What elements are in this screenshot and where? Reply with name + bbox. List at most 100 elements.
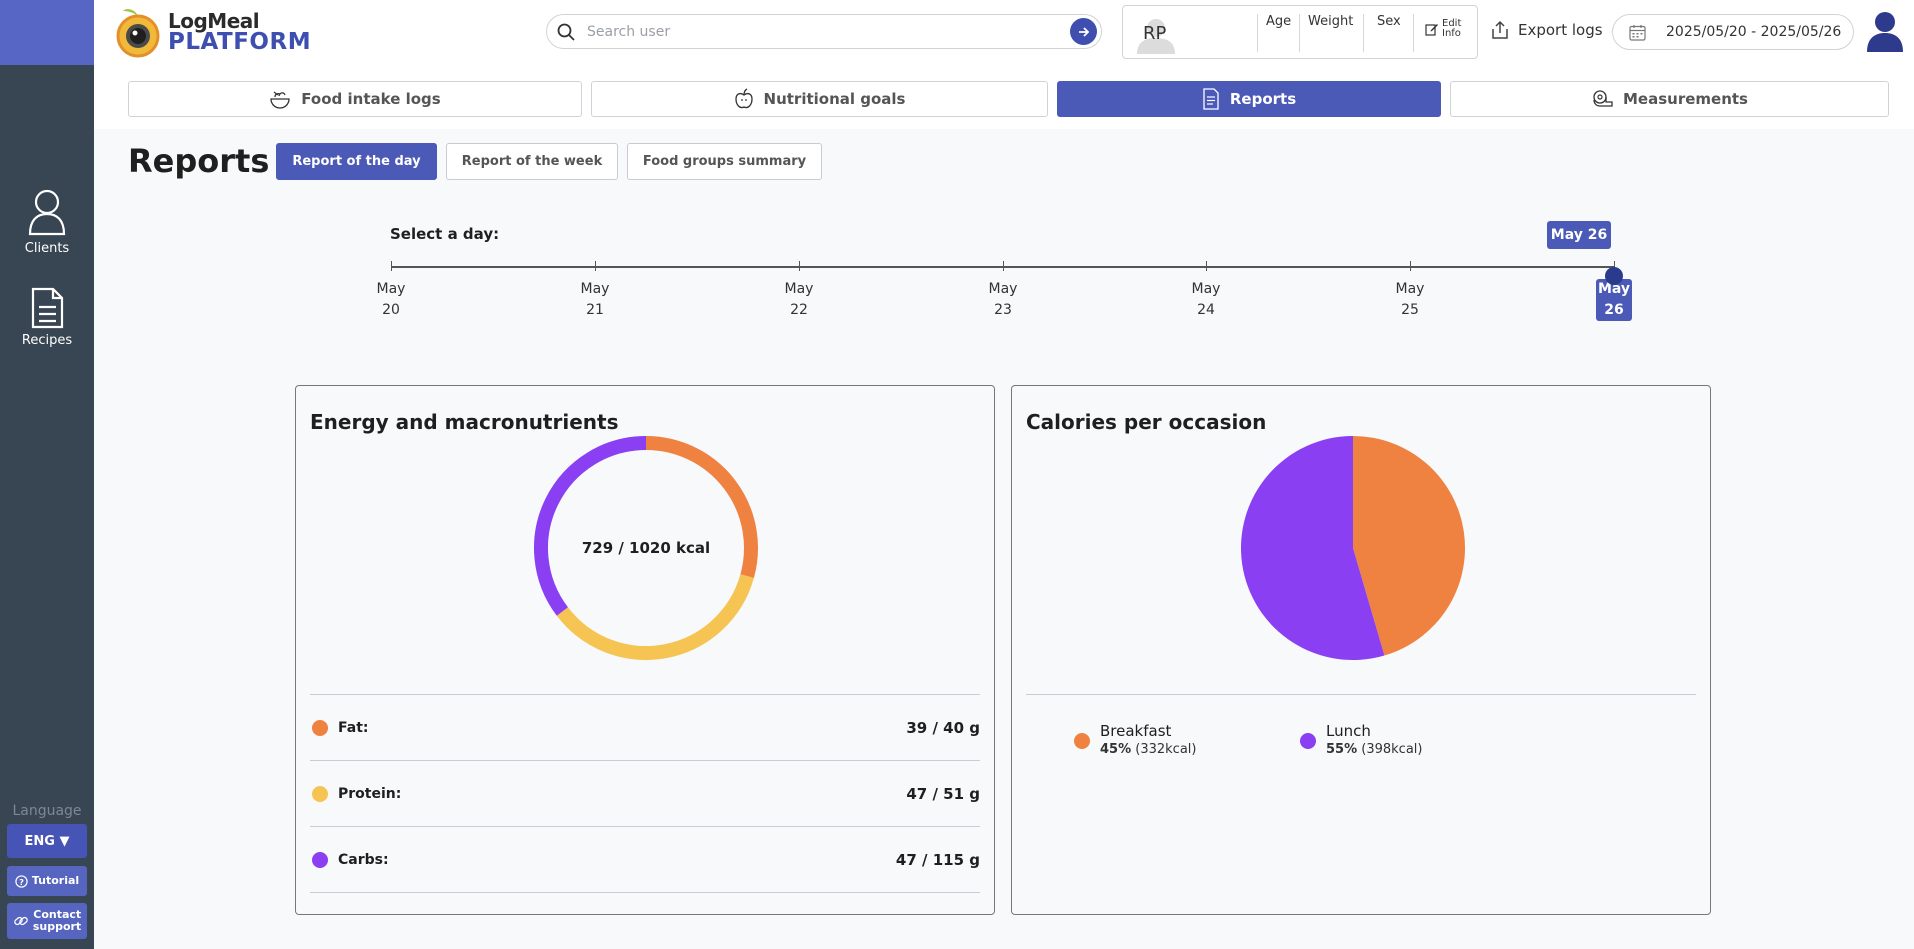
contact-line2: support [32,920,82,933]
tab-label: Food intake logs [301,90,441,108]
legend-item-breakfast: Breakfast 45% (332kcal) [1072,722,1196,757]
tab-label: Measurements [1623,90,1748,108]
selected-user-card: RP Age Weight Sex Edit Info [1122,5,1478,59]
day-option[interactable]: May 26 [1596,279,1632,321]
macro-value: 47 / 51 g [906,785,980,803]
macro-name: Protein: [338,786,402,802]
day-option[interactable]: May 24 [1176,279,1236,321]
calories-per-occasion-pie-chart [1241,436,1465,660]
day-number: 24 [1197,302,1215,318]
donut-slice-fat [645,436,758,579]
tutorial-label: Tutorial [31,874,80,887]
divider [1026,694,1696,695]
divider [310,760,980,761]
language-label: Language [12,803,82,819]
calendar-icon [1629,24,1646,41]
contact-support-button[interactable]: Contact support [7,903,87,939]
tab-reports[interactable]: Reports [1057,81,1441,117]
account-icon[interactable] [1866,10,1904,52]
day-month: May [580,281,610,297]
macro-row-protein: Protein: 47 / 51 g [310,761,980,827]
divider [310,694,980,695]
energy-macronutrients-card: Energy and macronutrients 729 / 1020 kca… [295,385,995,915]
day-option[interactable]: May 23 [973,279,1033,321]
search-submit-button[interactable] [1070,18,1097,45]
donut-slice-carbs [534,436,647,616]
day-month: May [1395,281,1425,297]
card-title: Calories per occasion [1026,410,1267,434]
legend-kcal: (332kcal) [1135,742,1197,757]
calories-per-occasion-card: Calories per occasion Breakfast 45% (332… [1011,385,1711,915]
day-tick [1410,261,1411,271]
apple-icon [734,88,753,109]
sidebar-item-clients[interactable]: Clients [0,187,94,256]
day-tick [595,261,596,271]
sidebar-item-label: Recipes [21,333,73,348]
day-number: 23 [994,302,1012,318]
edit-info-label: Edit Info [1442,19,1461,39]
legend-detail: 45% (332kcal) [1100,742,1196,757]
tab-label: Reports [1229,90,1297,108]
export-icon [1492,20,1508,39]
date-range-picker[interactable]: 2025/05/20 - 2025/05/26 [1612,14,1854,50]
pie-slice-breakfast [1353,436,1465,656]
divider [1363,14,1364,52]
day-month: May [784,281,814,297]
divider [1299,14,1300,52]
sidebar-item-label: Clients [24,241,70,256]
day-number: 26 [1604,302,1624,318]
sidebar-item-recipes[interactable]: Recipes [0,287,94,348]
edit-icon [1425,24,1438,36]
language-select[interactable]: ENG ▼ [7,824,87,858]
day-number: 25 [1401,302,1419,318]
subtab-report-of-the-week[interactable]: Report of the week [446,143,618,180]
edit-info-button[interactable]: Edit Info [1425,19,1461,39]
legend-name: Lunch [1326,722,1371,740]
age-label: Age [1266,14,1292,29]
weight-label: Weight [1308,14,1354,29]
tutorial-button[interactable]: ? Tutorial [7,866,87,896]
day-slider-handle[interactable] [1605,267,1623,285]
svg-text:?: ? [19,876,24,886]
search-icon [557,23,575,41]
sidebar-header [0,0,94,65]
donut-center-label: 729 / 1020 kcal [582,539,710,557]
day-option[interactable]: May 21 [565,279,625,321]
user-avatar [1137,19,1175,54]
page-title: Reports [128,142,270,180]
macro-name: Carbs: [338,852,389,868]
day-option[interactable]: May 25 [1380,279,1440,321]
help-circle-icon: ? [15,874,28,888]
tab-measurements[interactable]: Measurements [1450,81,1889,117]
card-title: Energy and macronutrients [310,410,619,434]
subtab-food-groups-summary[interactable]: Food groups summary [627,143,822,180]
macro-row-carbs: Carbs: 47 / 115 g [310,827,980,893]
logmeal-logo[interactable]: LogMeal PLATFORM [112,6,311,58]
subtab-report-of-the-day[interactable]: Report of the day [276,143,437,180]
pie-slice-lunch [1241,436,1385,660]
export-logs-label: Export logs [1518,21,1603,39]
tab-nutritional-goals[interactable]: Nutritional goals [591,81,1048,117]
edit-line2: Info [1442,28,1461,39]
day-tick [799,261,800,271]
legend-kcal: (398kcal) [1361,742,1423,757]
logo-line1: LogMeal [168,8,260,33]
day-tick [1003,261,1004,271]
document-icon [31,287,64,329]
macronutrients-donut-chart: 729 / 1020 kcal [534,436,758,660]
day-month: May [988,281,1018,297]
export-logs-button[interactable]: Export logs [1490,20,1603,40]
day-option[interactable]: May 22 [769,279,829,321]
date-range-value: 2025/05/20 - 2025/05/26 [1666,24,1842,40]
day-month: May [1191,281,1221,297]
user-outline-icon [28,189,66,236]
edit-line1: Edit [1442,18,1462,29]
arrow-right-icon [1078,26,1089,37]
tab-food-intake-logs[interactable]: Food intake logs [128,81,582,117]
day-option[interactable]: May 20 [361,279,421,321]
contact-line1: Contact [33,908,82,921]
search-input[interactable] [587,23,1070,40]
day-month: May [376,281,406,297]
day-number: 20 [382,302,400,318]
contact-support-label: Contact support [33,909,81,933]
